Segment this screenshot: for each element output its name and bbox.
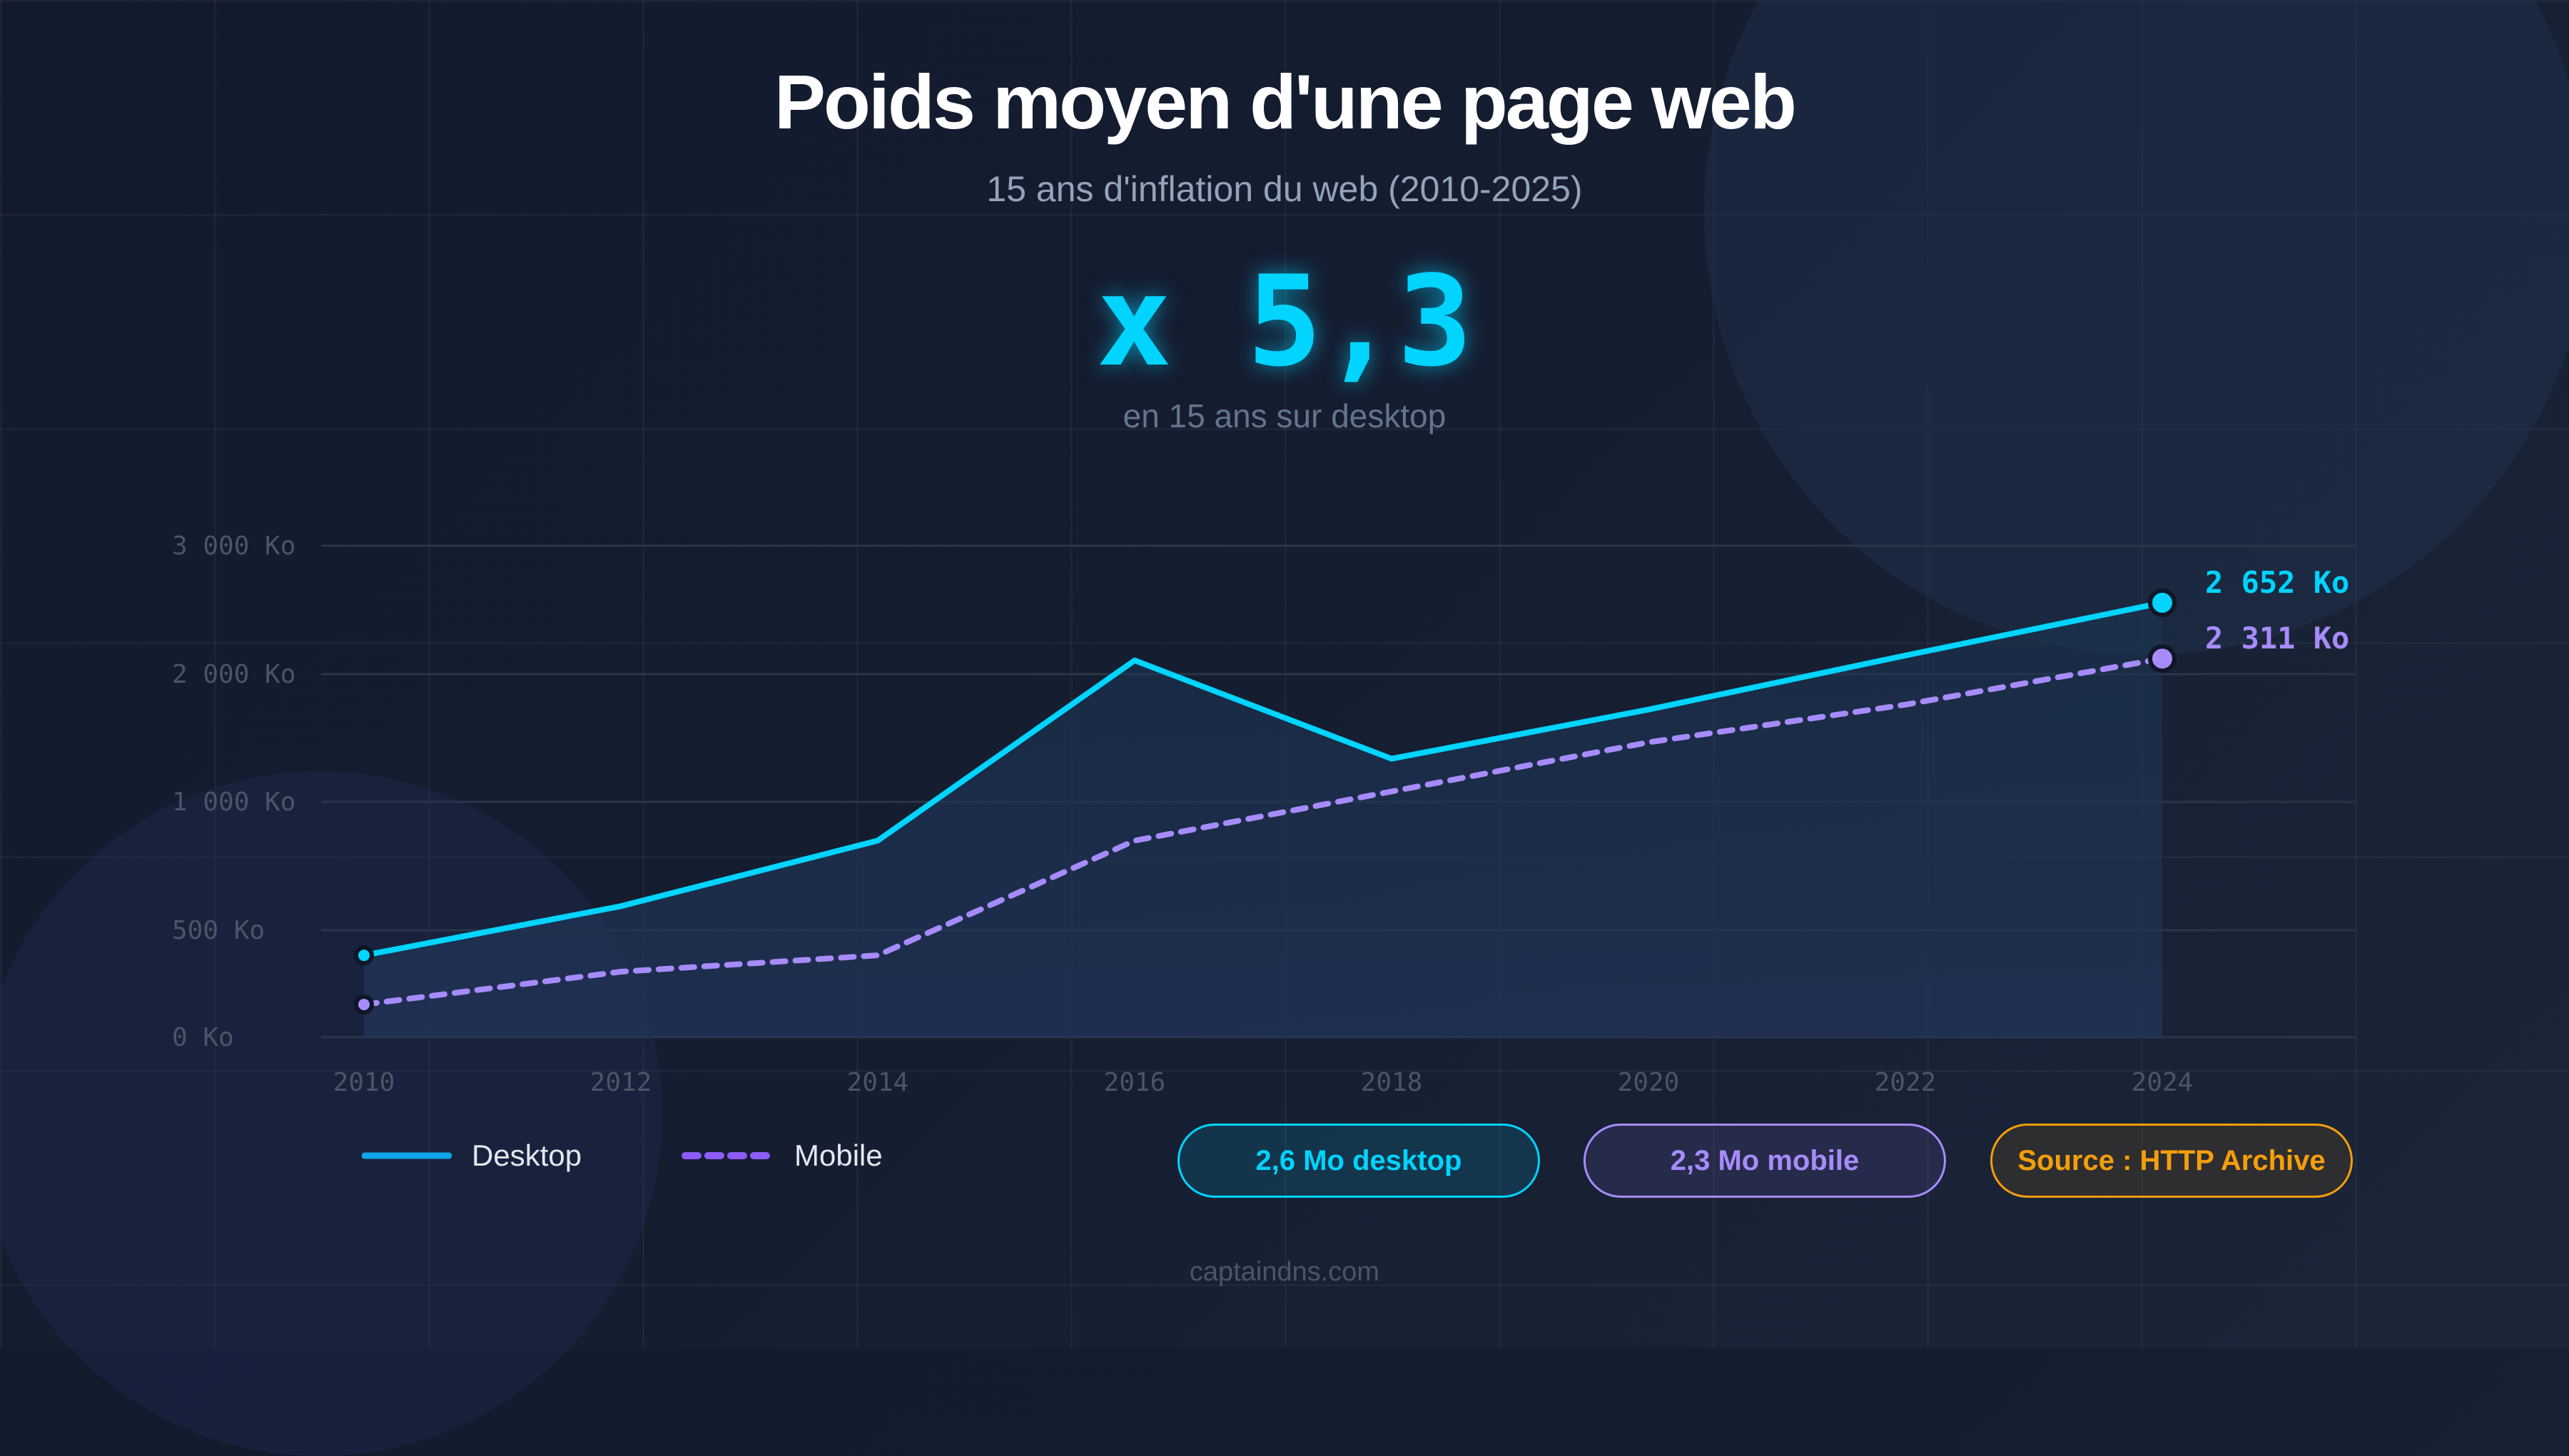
x-tick-label: 2010	[333, 1068, 395, 1097]
x-tick-label: 2016	[1104, 1068, 1166, 1097]
growth-caption: en 15 ans sur desktop	[1123, 397, 1446, 434]
desktop-size-badge: 2,6 Mo desktop	[1177, 1124, 1540, 1198]
site-footer: captaindns.com	[1189, 1257, 1380, 1287]
legend-dashed-line-icon	[681, 1152, 774, 1159]
page-subtitle: 15 ans d'inflation du web (2010-2025)	[986, 169, 1583, 209]
y-tick-label: 2 000 Ko	[172, 660, 295, 689]
x-tick-label: 2014	[847, 1068, 909, 1097]
decorative-circle	[0, 771, 662, 1456]
line-chart: 3 000 Ko 2 000 Ko 1 000 Ko 500 Ko 0 Ko 2010 20…	[172, 531, 2355, 1097]
page-title: Poids moyen d'une page web	[774, 58, 1797, 145]
legend-mobile: Mobile	[681, 1136, 883, 1176]
x-tick-label: 2024	[2132, 1068, 2194, 1097]
mobile-end-point	[2148, 644, 2177, 673]
desktop-end-label: 2 652 Ko	[2205, 565, 2349, 600]
mobile-series-line	[361, 656, 2165, 1008]
x-tick-label: 2012	[590, 1068, 652, 1097]
desktop-start-point	[354, 945, 374, 966]
growth-multiplier: x 5,3	[1096, 250, 1473, 394]
source-badge: Source : HTTP Archive	[1990, 1124, 2353, 1198]
x-tick-label: 2020	[1618, 1068, 1680, 1097]
y-tick-label: 0 Ko	[172, 1023, 234, 1052]
mobile-start-point	[354, 994, 374, 1015]
legend-solid-line-icon	[362, 1152, 452, 1159]
y-tick-label: 3 000 Ko	[172, 531, 295, 561]
legend-label: Desktop	[472, 1139, 582, 1172]
mobile-end-label: 2 311 Ko	[2205, 621, 2349, 656]
x-tick-label: 2022	[1875, 1068, 1937, 1097]
y-tick-label: 500 Ko	[172, 916, 265, 945]
legend-label: Mobile	[794, 1139, 883, 1172]
mobile-size-badge: 2,3 Mo mobile	[1584, 1124, 1946, 1198]
legend-desktop: Desktop	[362, 1136, 582, 1176]
desktop-end-point	[2148, 588, 2177, 617]
y-tick-label: 1 000 Ko	[172, 788, 295, 817]
desktop-area-fill	[364, 602, 2162, 1037]
desktop-series-line	[361, 599, 2165, 959]
x-tick-label: 2018	[1361, 1068, 1423, 1097]
